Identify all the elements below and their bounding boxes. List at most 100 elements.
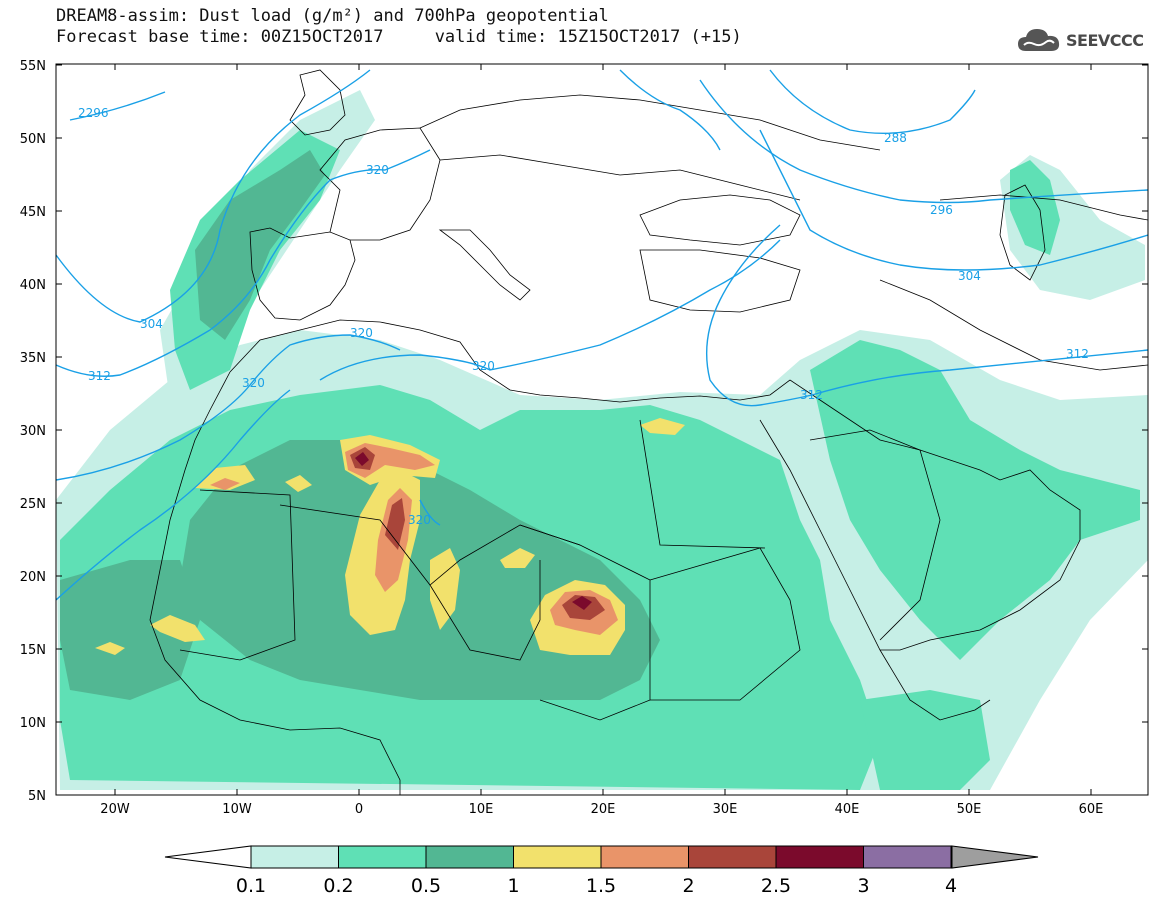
colorbar-label: 2 <box>682 875 694 897</box>
coastline-west-africa <box>149 371 401 795</box>
contour-label-320-coast: 320 <box>350 326 373 340</box>
contour-label-288: 288 <box>884 131 907 145</box>
colorbar-cell <box>250 845 339 869</box>
lon-label: 40E <box>835 802 860 817</box>
dust-fields <box>56 90 1148 790</box>
contour-label-320-tunisia: 320 <box>472 359 495 373</box>
colorbar-cells <box>250 845 952 869</box>
colorbar-label: 1 <box>507 875 519 897</box>
contour-288 <box>769 69 976 135</box>
contour-320-c <box>319 239 781 381</box>
cloud-icon <box>1018 29 1060 51</box>
dust-field-dark-west <box>60 560 200 700</box>
coastline-turkey <box>639 249 801 313</box>
lon-label: 0 <box>355 802 363 817</box>
dust-field-green-caspian <box>1010 160 1060 255</box>
latitude-ticks <box>56 64 1148 796</box>
colorbar-right-arrow <box>951 845 1039 869</box>
dust-field-yellow-mauritania <box>150 615 205 642</box>
seevccc-logo: SEEVCCC <box>1016 22 1144 58</box>
lat-label: 35N <box>20 351 46 366</box>
colorbar-cell <box>775 845 864 869</box>
contour-320-a <box>56 334 401 481</box>
longitude-labels: 20W 10W 0 10E 20E 30E 40E 50E 60E <box>100 802 1103 817</box>
colorbar-label: 3 <box>857 875 869 897</box>
title-line-2: Forecast base time: 00Z15OCT2017 valid t… <box>56 27 742 47</box>
title-line-1: DREAM8-assim: Dust load (g/m²) and 700hP… <box>56 6 609 26</box>
lat-label: 45N <box>20 205 46 220</box>
contour-2296 <box>69 91 166 121</box>
dust-field-yellow-small-2 <box>500 548 535 568</box>
colorbar-label: 0.2 <box>323 875 353 897</box>
contour-label-2296: 2296 <box>78 106 109 120</box>
border-niger <box>429 560 541 661</box>
geopotential-contours <box>56 69 1148 601</box>
lat-label: 50N <box>20 132 46 147</box>
country-borders <box>149 69 1148 795</box>
colorbar-label: 0.1 <box>236 875 266 897</box>
dust-field-yellow-small-1 <box>95 642 125 655</box>
colorbar-cell <box>425 845 514 869</box>
border-europe-north <box>419 94 881 151</box>
dust-field-maroon-chad <box>572 596 592 610</box>
lon-label: 50E <box>957 802 982 817</box>
dust-field-yellow-small-3 <box>285 475 312 492</box>
contour-label-312-central: 312 <box>800 388 823 402</box>
lat-label: 40N <box>20 278 46 293</box>
colorbar-label: 4 <box>945 875 957 897</box>
coastline-north-africa <box>229 319 791 403</box>
colorbar-label: 2.5 <box>761 875 791 897</box>
dust-field-brown-algeria <box>385 498 405 550</box>
border-europe-central <box>439 154 801 201</box>
latitude-labels: 55N 50N 45N 40N 35N 30N 25N 20N 15N 10N 5N <box>20 59 46 804</box>
lat-label: 15N <box>20 643 46 658</box>
coastline-iberia <box>249 227 356 321</box>
colorbar-left-arrow <box>164 845 252 869</box>
colorbar-cell <box>863 845 952 869</box>
contour-labels: 2296 288 296 304 304 312 312 312 320 320… <box>78 106 1089 527</box>
lat-label: 10N <box>20 716 46 731</box>
logo-text: SEEVCCC <box>1066 30 1144 50</box>
contour-label-312-west: 312 <box>88 369 111 383</box>
border-chad <box>519 524 651 721</box>
colorbar-cell <box>600 845 689 869</box>
dust-field-green-arabia <box>810 340 1140 660</box>
contour-label-304-west: 304 <box>140 317 163 331</box>
longitude-ticks <box>114 64 1092 795</box>
lat-label: 30N <box>20 424 46 439</box>
colorbar-labels: 0.1 0.2 0.5 1 1.5 2 2.5 3 4 <box>236 875 957 897</box>
border-libya-egypt <box>639 419 766 549</box>
colorbar-cell <box>513 845 602 869</box>
colorbar-label: 0.5 <box>411 875 441 897</box>
coastline-arabia <box>789 379 1081 651</box>
border-kazakh <box>939 194 1148 221</box>
dust-field-maroon-morocco <box>355 452 369 466</box>
contour-north-europe <box>619 69 721 151</box>
contour-312-west <box>56 149 431 377</box>
colorbar-label: 1.5 <box>586 875 616 897</box>
contour-label-320-north: 320 <box>366 163 389 177</box>
dust-field-yellow-niger <box>430 548 460 630</box>
coastline-italy <box>438 229 531 301</box>
lat-label: 20N <box>20 570 46 585</box>
dust-field-dark-iberia <box>195 150 325 340</box>
lon-label: 20E <box>591 802 616 817</box>
border-saudi <box>809 429 941 641</box>
dust-field-yellow-libya <box>640 418 685 435</box>
contour-320-d <box>419 499 441 526</box>
lon-label: 20W <box>100 802 130 817</box>
map-title: DREAM8-assim: Dust load (g/m²) and 700hP… <box>56 6 742 48</box>
colorbar-cell <box>688 845 777 869</box>
contour-label-312-east: 312 <box>1066 347 1089 361</box>
contour-304-west <box>56 69 371 323</box>
contour-296 <box>699 79 1148 204</box>
coastline-black-sea <box>639 194 801 246</box>
border-mali <box>179 489 296 661</box>
contour-label-320-morocco: 320 <box>242 376 265 390</box>
contour-312-central <box>706 224 1148 407</box>
contour-label-296: 296 <box>930 203 953 217</box>
border-sudan <box>649 547 801 701</box>
lon-label: 60E <box>1079 802 1104 817</box>
lat-label: 5N <box>28 789 46 804</box>
